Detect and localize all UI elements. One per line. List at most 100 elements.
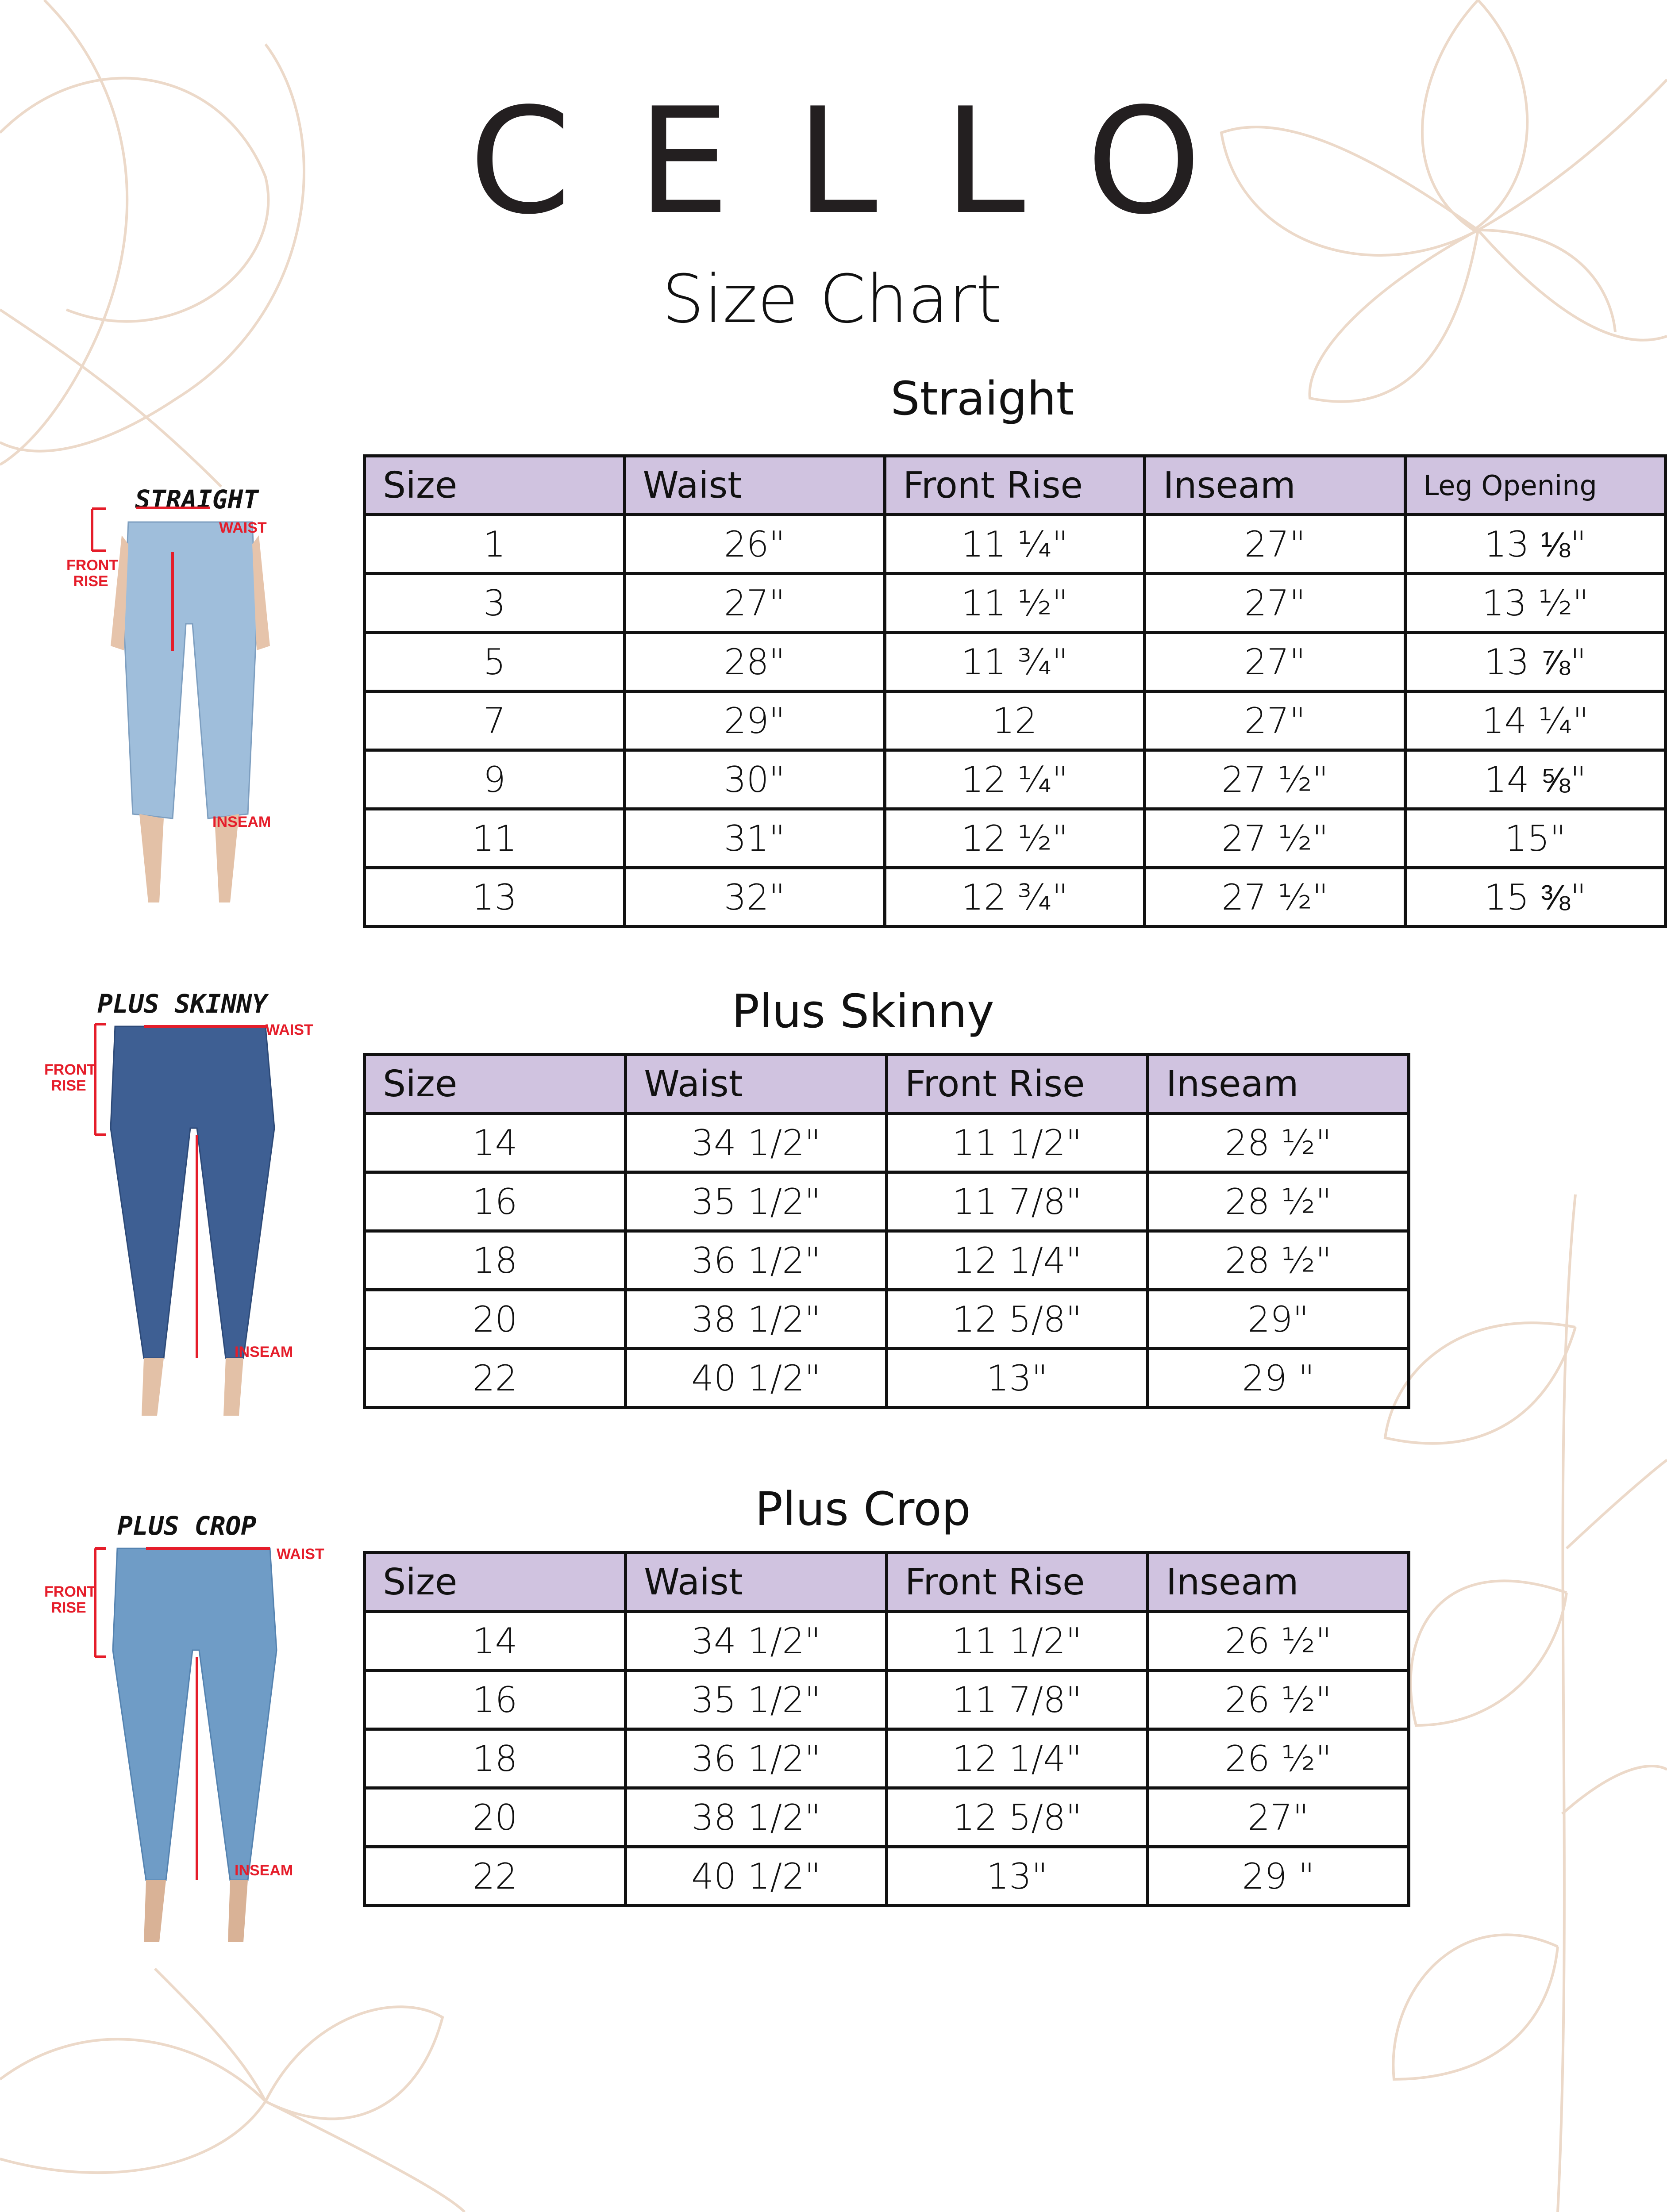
table-cell: 26 ½" [1146, 1669, 1410, 1731]
table-cell: 34 1/2" [624, 1112, 888, 1174]
table-cell: 28 ½" [1146, 1171, 1410, 1233]
table-cell: 3 [363, 572, 626, 634]
column-header: Front Rise [885, 1551, 1149, 1613]
table-cell: 29" [1146, 1288, 1410, 1350]
page-title: Size Chart [662, 261, 1002, 338]
table-cell: 12 5/8" [885, 1786, 1149, 1848]
table-cell: 38 1/2" [624, 1786, 888, 1848]
column-header: Leg Opening [1403, 454, 1667, 516]
table-cell: 40 1/2" [624, 1347, 888, 1409]
table-row: 18 36 1/2" 12 1/4" 28 ½" [363, 1229, 1410, 1291]
flower-top-left-icon [0, 0, 305, 488]
table-cell: 14 ¼" [1403, 690, 1667, 752]
table-cell: 14 [363, 1610, 627, 1672]
table-cell: 9 [363, 749, 626, 810]
table-cell: 38 1/2" [624, 1288, 888, 1350]
size-table-plus-crop: Size Waist Front Rise Inseam 14 34 1/2" 11 1/2… [363, 1551, 1410, 1907]
table-cell: 11 7/8" [885, 1171, 1149, 1233]
straight-fit-figure: STRAIGHT FRONT RISE WAIST INSEAM [44, 478, 319, 947]
table-cell: 22 [363, 1347, 627, 1409]
flower-bottom-left-icon [0, 1967, 466, 2212]
table-cell: 22 [363, 1845, 627, 1907]
size-table-straight: Size Waist Front Rise Inseam Leg Opening 1 26"… [363, 454, 1667, 928]
table-header-row: Size Waist Front Rise Inseam [363, 1053, 1410, 1115]
table-cell: 11 ¾" [883, 631, 1147, 693]
table-row: 14 34 1/2" 11 1/2" 26 ½" [363, 1610, 1410, 1672]
table-cell: 27" [1146, 1786, 1410, 1848]
table-header-row: Size Waist Front Rise Inseam Leg Opening [363, 454, 1667, 516]
table-cell: 1 [363, 513, 626, 575]
table-row: 14 34 1/2" 11 1/2" 28 ½" [363, 1112, 1410, 1174]
table-cell: 11 1/2" [885, 1610, 1149, 1672]
table-cell: 28 ½" [1146, 1112, 1410, 1174]
table-cell: 27 ½" [1143, 807, 1407, 869]
front-rise-annotation: FRONT RISE [44, 1061, 96, 1094]
section-title-straight: Straight [890, 372, 1074, 426]
table-cell: 28 ½" [1146, 1229, 1410, 1291]
table-row: 20 38 1/2" 12 5/8" 27" [363, 1786, 1410, 1848]
table-cell: 26 ½" [1146, 1728, 1410, 1790]
straight-jeans-illustration [91, 507, 270, 902]
waist-annotation: WAIST [219, 519, 267, 536]
table-row: 20 38 1/2" 12 5/8" 29" [363, 1288, 1410, 1350]
table-cell: 13 [363, 866, 626, 928]
waist-annotation: WAIST [277, 1546, 324, 1563]
table-cell: 12 1/4" [885, 1229, 1149, 1291]
column-header: Waist [624, 1551, 888, 1613]
table-cell: 14 ⅝" [1403, 749, 1667, 810]
plus-skinny-jeans-illustration [94, 1023, 275, 1416]
table-row: 5 28" 11 ¾" 27" 13 ⅞" [363, 631, 1667, 693]
table-row: 18 36 1/2" 12 1/4" 26 ½" [363, 1728, 1410, 1790]
table-cell: 27" [1143, 572, 1407, 634]
table-cell: 11 1/2" [885, 1112, 1149, 1174]
column-header: Waist [624, 1053, 888, 1115]
table-cell: 13 ⅞" [1403, 631, 1667, 693]
table-cell: 5 [363, 631, 626, 693]
table-cell: 16 [363, 1171, 627, 1233]
front-rise-annotation: FRONT RISE [66, 557, 119, 590]
table-row: 16 35 1/2" 11 7/8" 28 ½" [363, 1171, 1410, 1233]
table-row: 22 40 1/2" 13" 29 " [363, 1845, 1410, 1907]
table-cell: 12 [883, 690, 1147, 752]
table-cell: 11 ¼" [883, 513, 1147, 575]
table-cell: 35 1/2" [624, 1669, 888, 1731]
table-cell: 15 ⅜" [1403, 866, 1667, 928]
table-row: 16 35 1/2" 11 7/8" 26 ½" [363, 1669, 1410, 1731]
table-row: 3 27" 11 ½" 27" 13 ½" [363, 572, 1667, 634]
table-cell: 31" [623, 807, 886, 869]
table-header-row: Size Waist Front Rise Inseam [363, 1551, 1410, 1613]
table-cell: 11 7/8" [885, 1669, 1149, 1731]
plus-skinny-fit-figure: PLUS SKINNY FRONT RISE WAIST INSEAM [44, 982, 319, 1429]
table-cell: 35 1/2" [624, 1171, 888, 1233]
inseam-annotation: INSEAM [212, 814, 271, 830]
table-cell: 13" [885, 1845, 1149, 1907]
table-cell: 30" [623, 749, 886, 810]
table-cell: 16 [363, 1669, 627, 1731]
table-cell: 12 ¼" [883, 749, 1147, 810]
column-header: Size [363, 454, 626, 516]
table-row: 11 31" 12 ½" 27 ½" 15" [363, 807, 1667, 869]
table-cell: 29" [623, 690, 886, 752]
table-cell: 15" [1403, 807, 1667, 869]
waist-annotation: WAIST [266, 1022, 313, 1038]
table-cell: 36 1/2" [624, 1728, 888, 1790]
table-row: 9 30" 12 ¼" 27 ½" 14 ⅝" [363, 749, 1667, 810]
table-cell: 27 ½" [1143, 749, 1407, 810]
table-cell: 7 [363, 690, 626, 752]
figure-label: STRAIGHT [135, 484, 259, 515]
size-table-plus-skinny: Size Waist Front Rise Inseam 14 34 1/2" 11 1/2… [363, 1053, 1410, 1409]
table-cell: 13 ½" [1403, 572, 1667, 634]
table-cell: 32" [623, 866, 886, 928]
table-cell: 26" [623, 513, 886, 575]
front-rise-annotation: FRONT RISE [44, 1583, 96, 1616]
inseam-annotation: INSEAM [235, 1862, 293, 1879]
table-cell: 27" [623, 572, 886, 634]
section-title-plus-skinny: Plus Skinny [731, 984, 994, 1038]
table-cell: 26 ½" [1146, 1610, 1410, 1672]
table-cell: 27 ½" [1143, 866, 1407, 928]
flower-right-stem-icon [1383, 1194, 1667, 2212]
plus-crop-fit-figure: PLUS CROP FRONT RISE WAIST INSEAM [44, 1504, 324, 1955]
section-title-plus-crop: Plus Crop [755, 1482, 971, 1536]
table-cell: 27" [1143, 631, 1407, 693]
